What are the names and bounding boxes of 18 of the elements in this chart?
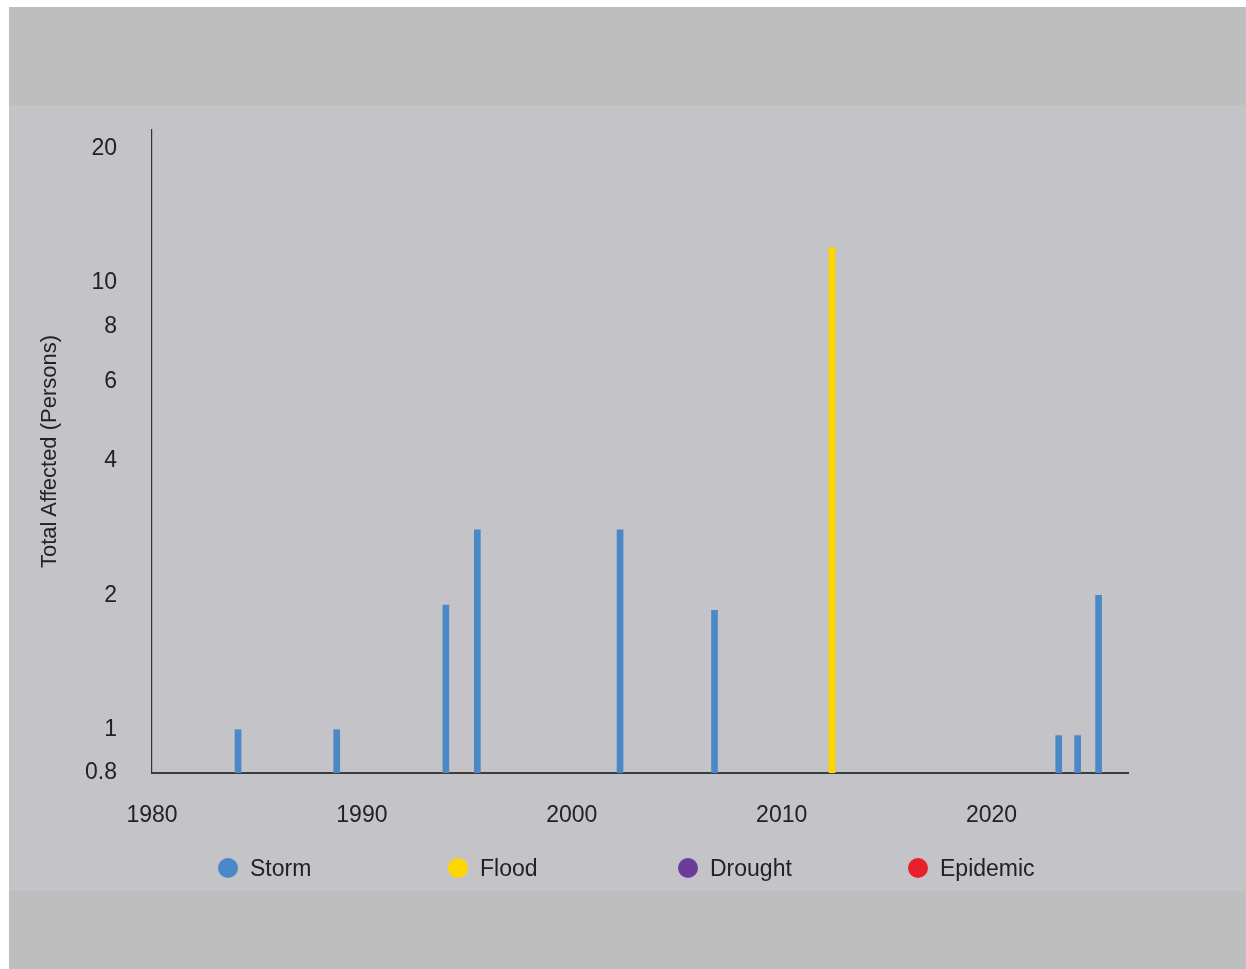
- x-tick-label: 1990: [336, 801, 388, 828]
- legend-label: Drought: [710, 854, 792, 883]
- x-tick-label: 2020: [965, 801, 1018, 828]
- x-tick-label: 2010: [756, 801, 808, 828]
- y-tick-label: 1: [104, 715, 117, 742]
- y-tick-label: 4: [104, 446, 118, 473]
- y-tick-label: 10: [91, 268, 117, 295]
- y-tick-label: 6: [104, 367, 117, 394]
- legend-label: Flood: [480, 854, 538, 883]
- y-tick-label: 2: [104, 580, 117, 607]
- legend-label: Epidemic: [940, 854, 1035, 883]
- legend-label: Storm: [250, 854, 312, 883]
- y-tick-label: 0.8: [85, 758, 117, 785]
- x-tick-label: 2000: [546, 801, 598, 828]
- y-tick-label: 8: [104, 311, 117, 338]
- y-tick-label: 20: [91, 133, 117, 160]
- y-axis-title: Total Affected (Persons): [36, 334, 62, 569]
- x-tick-label: 1980: [126, 801, 178, 828]
